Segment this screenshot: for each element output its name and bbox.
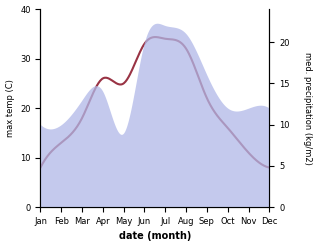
Y-axis label: med. precipitation (kg/m2): med. precipitation (kg/m2)	[303, 52, 313, 165]
Y-axis label: max temp (C): max temp (C)	[5, 79, 15, 137]
X-axis label: date (month): date (month)	[119, 231, 191, 242]
